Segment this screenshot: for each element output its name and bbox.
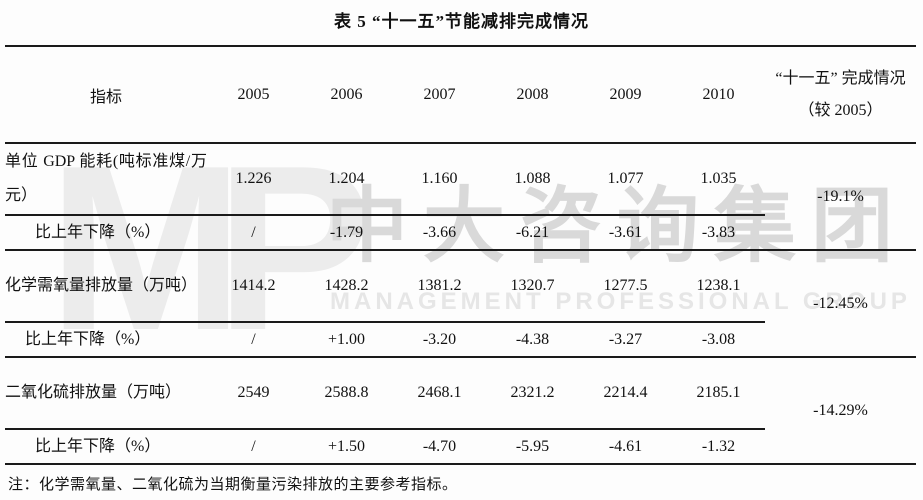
table-container: 指标 2005 2006 2007 2008 2009 2010 “十一五” 完… [0,45,923,465]
value-cell: -3.08 [672,322,765,358]
value-cell: / [207,215,300,251]
value-cell: 1.160 [393,143,486,216]
indicator-label: 比上年下降（%） [5,429,207,465]
value-cell: 1414.2 [207,250,300,323]
table-title: 表 5 “十一五”节能减排完成情况 [334,12,589,31]
col-header-2010: 2010 [672,45,765,144]
value-cell: -3.66 [393,215,486,251]
value-cell: 1320.7 [486,250,579,323]
period-total-cell: -19.1% [765,143,916,251]
value-cell: +1.00 [300,322,393,358]
value-cell: 1.035 [672,143,765,216]
table-row-gdp-energy: 单位 GDP 能耗(吨标准煤/万元） 1.226 1.204 1.160 1.0… [5,143,916,251]
value-cell: 1381.2 [393,250,486,323]
value-cell: 2549 [207,357,300,430]
indicator-label: 二氧化硫排放量（万吨） [5,357,207,430]
value-cell: 2588.8 [300,357,393,430]
table-row-gdp-energy-yoy: 比上年下降（%） / -1.79 -3.66 -6.21 -3.61 -3.83 [5,215,916,251]
value-cell: -4.61 [579,429,672,465]
col-header-2007: 2007 [393,45,486,144]
value-cell: 2214.4 [579,357,672,430]
col-header-2006: 2006 [300,45,393,144]
value-cell: 2468.1 [393,357,486,430]
value-cell: +1.50 [300,429,393,465]
col-header-2008: 2008 [486,45,579,144]
value-cell: -6.21 [486,215,579,251]
period-total-cell: -12.45% [765,250,916,358]
value-cell: 1277.5 [579,250,672,323]
indicator-label: 单位 GDP 能耗(吨标准煤/万元） [5,143,207,216]
value-cell: 1238.1 [672,250,765,323]
value-cell: -3.20 [393,322,486,358]
value-cell: -1.32 [672,429,765,465]
value-cell: 1.204 [300,143,393,216]
value-cell: / [207,429,300,465]
period-total-cell: -14.29% [765,357,916,465]
value-cell: 2321.2 [486,357,579,430]
data-table: 指标 2005 2006 2007 2008 2009 2010 “十一五” 完… [5,45,916,465]
value-cell: 2185.1 [672,357,765,430]
value-cell: -5.95 [486,429,579,465]
indicator-label: 比上年下降（%） [5,322,207,358]
value-cell: -1.79 [300,215,393,251]
col-header-2009: 2009 [579,45,672,144]
value-cell: -3.27 [579,322,672,358]
value-cell: -4.70 [393,429,486,465]
col-header-2005: 2005 [207,45,300,144]
value-cell: 1428.2 [300,250,393,323]
header-row: 指标 2005 2006 2007 2008 2009 2010 “十一五” 完… [5,45,916,144]
indicator-label: 化学需氧量排放量（万吨） [5,250,207,323]
value-cell: 1.226 [207,143,300,216]
value-cell: -4.38 [486,322,579,358]
footnote: 注：化学需氧量、二氧化硫为当期衡量污染排放的主要参考指标。 [8,477,458,493]
value-cell: -3.61 [579,215,672,251]
col-header-indicator: 指标 [5,45,207,144]
table-row-so2-emission: 二氧化硫排放量（万吨） 2549 2588.8 2468.1 2321.2 22… [5,357,916,465]
value-cell: 1.077 [579,143,672,216]
value-cell: 1.088 [486,143,579,216]
table-row-so2-emission-yoy: 比上年下降（%） / +1.50 -4.70 -5.95 -4.61 -1.32 [5,429,916,465]
table-row-cod-emission: 化学需氧量排放量（万吨） 1414.2 1428.2 1381.2 1320.7… [5,250,916,358]
value-cell: -3.83 [672,215,765,251]
col-header-period-total: “十一五” 完成情况（较 2005） [765,45,916,144]
table-row-cod-emission-yoy: 比上年下降（%） / +1.00 -3.20 -4.38 -3.27 -3.08 [5,322,916,358]
indicator-label: 比上年下降（%） [5,215,207,251]
value-cell: / [207,322,300,358]
